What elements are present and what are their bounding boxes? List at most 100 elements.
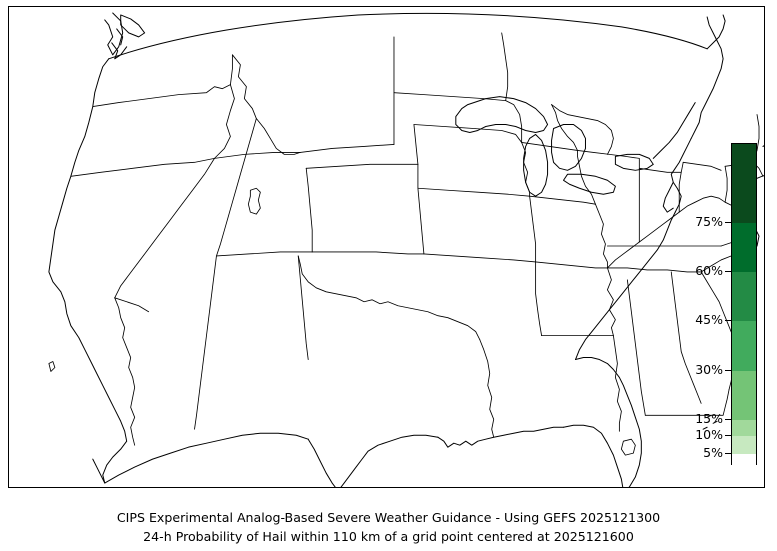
state-line-uts-four-corners <box>216 251 313 257</box>
colorbar-tick-75 <box>725 222 731 223</box>
state-line-in-oh <box>678 161 684 213</box>
state-line-tn-south <box>606 267 702 273</box>
state-line-sd-mn <box>505 100 523 143</box>
state-line-ms-al <box>626 279 646 416</box>
map-frame <box>8 6 765 488</box>
state-line-mn-wi <box>551 104 578 151</box>
state-line-ca-nv <box>114 157 215 299</box>
caption-line-2: 24-h Probability of Hail within 110 km o… <box>143 529 634 544</box>
state-line-nd-mn <box>501 32 509 102</box>
colorbar-band-15-30 <box>732 371 756 420</box>
state-line-la-ms <box>612 335 622 432</box>
state-line-mn-ia <box>521 142 578 151</box>
state-line-co-nm <box>311 251 425 255</box>
state-line-in-mi <box>638 167 682 173</box>
coastline-gulf-texas <box>307 434 439 487</box>
state-line-ia-il <box>577 149 596 205</box>
colorbar-tick-15 <box>725 419 731 420</box>
coastline-pacific <box>48 58 128 484</box>
state-line-mo-ar <box>535 261 608 269</box>
state-line-or-ca <box>70 157 215 177</box>
coastline-atlantic-southeast <box>575 211 676 361</box>
state-line-nm-tx <box>297 255 309 360</box>
river-st-lawrence <box>652 102 696 159</box>
state-line-ca-az <box>114 297 136 446</box>
state-line-oh-mi <box>682 161 722 171</box>
state-line-al-ga <box>670 271 702 404</box>
colorbar-band-10-15 <box>732 420 756 436</box>
lake-okeechobee <box>620 438 636 456</box>
coastline-puget-sound <box>111 28 128 60</box>
state-line-ia-mo <box>529 195 596 205</box>
colorbar-band-60-75 <box>732 223 756 272</box>
state-line-nv-ut <box>216 118 257 257</box>
state-line-fl-north <box>644 388 730 416</box>
state-line-wa-id <box>229 54 233 86</box>
state-line-oh-pa <box>724 165 728 203</box>
state-line-tx-ok <box>297 255 481 341</box>
state-line-ks-ne <box>417 187 531 197</box>
bahamas-islets <box>702 414 718 430</box>
state-line-wy-co <box>305 163 419 169</box>
colorbar-label-5: 5% <box>703 444 723 460</box>
colorbar-gradient <box>731 143 757 466</box>
colorbar-band-45-60 <box>732 272 756 321</box>
colorbar-tick-60 <box>725 271 731 272</box>
state-line-ia-ne <box>521 142 531 197</box>
colorbar-label-30: 30% <box>695 361 723 377</box>
coastline-gulf-louisiana <box>437 426 565 448</box>
state-line-wa-or <box>92 84 231 108</box>
salton-sea <box>48 361 56 372</box>
border-northern-49th <box>108 12 708 60</box>
colorbar: 75% 60% 45% 30% 15% 10% 5% <box>695 143 757 466</box>
state-line-mo-ks <box>529 195 537 263</box>
vancouver-island <box>120 14 146 38</box>
border-mexico-southwest <box>104 432 309 484</box>
conus-map <box>48 12 764 487</box>
colorbar-band-below-5 <box>732 454 756 466</box>
state-line-id-mt <box>231 54 301 155</box>
lake-ontario <box>614 153 654 171</box>
state-line-il-wi <box>577 149 640 169</box>
cape-cod <box>762 145 764 147</box>
colorbar-tick-45 <box>725 320 731 321</box>
colorbar-band-5-10 <box>732 436 756 454</box>
colorbar-tick-30 <box>725 370 731 371</box>
lake-erie <box>563 173 616 195</box>
state-line-sd-nd <box>393 92 507 102</box>
state-line-wi-mi <box>551 104 614 155</box>
colorbar-label-60: 60% <box>695 262 723 278</box>
state-line-az-nm <box>194 255 217 430</box>
state-line-ar-ok <box>535 261 543 337</box>
colorbar-band-30-45 <box>732 321 756 371</box>
state-line-ar-ms <box>606 267 616 337</box>
lake-superior <box>455 96 549 133</box>
border-maine-canada <box>706 14 726 50</box>
state-line-nv-az <box>114 297 150 313</box>
colorbar-tick-10 <box>725 435 731 436</box>
colorbar-label-45: 45% <box>695 311 723 327</box>
state-line-la-tx <box>479 339 495 438</box>
coastline-florida <box>563 357 642 487</box>
colorbar-band-above-75 <box>732 144 756 223</box>
colorbar-label-75: 75% <box>695 213 723 229</box>
state-line-mo-il <box>595 203 608 269</box>
colorbar-tick-5 <box>725 453 731 454</box>
coastline-chesapeake <box>662 137 692 213</box>
state-line-wy-ne <box>413 124 419 165</box>
state-line-ok-ks <box>423 253 537 263</box>
colorbar-label-15: 15% <box>695 410 723 426</box>
state-line-ut-co <box>305 167 313 253</box>
state-line-co-ks <box>417 163 425 255</box>
state-line-ne-sd <box>413 124 523 143</box>
baja-california <box>92 458 106 484</box>
caption-line-1: CIPS Experimental Analog-Based Severe We… <box>116 510 661 525</box>
state-line-or-id <box>214 84 235 159</box>
state-line-id-nv-ut <box>214 151 301 159</box>
colorbar-label-10: 10% <box>695 426 723 442</box>
great-salt-lake <box>247 187 261 215</box>
caption: CIPS Experimental Analog-Based Severe We… <box>0 508 777 546</box>
state-line-mt-wy <box>299 144 395 153</box>
river-ohio <box>606 195 726 269</box>
